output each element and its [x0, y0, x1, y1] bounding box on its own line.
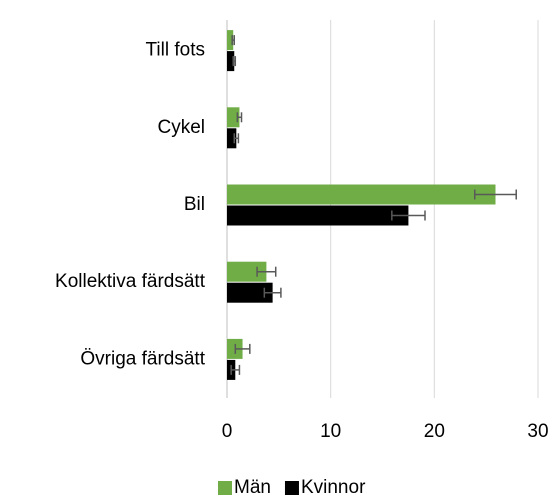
x-tick-label: 20: [424, 421, 445, 442]
error-bar: [263, 287, 282, 298]
x-tick-label: 10: [320, 421, 341, 442]
error-bar: [233, 133, 240, 144]
error-bar: [391, 210, 426, 221]
legend-swatch: [284, 481, 299, 495]
bar: [227, 30, 234, 51]
y-tick-label: Till fots: [146, 40, 205, 61]
y-tick-label: Kollektiva färdsätt: [55, 271, 206, 292]
error-bar: [236, 112, 243, 123]
error-bar: [231, 35, 236, 46]
y-tick-label: Övriga färdsätt: [80, 348, 205, 369]
error-bar: [256, 266, 277, 277]
legend-label: Kvinnor: [301, 477, 366, 498]
error-bar: [474, 189, 517, 200]
x-tick-label: 30: [527, 421, 548, 442]
bar: [227, 282, 273, 303]
y-tick-label: Cykel: [157, 117, 205, 138]
bar: [227, 184, 496, 205]
bar: [227, 51, 235, 72]
legend-swatch: [218, 481, 232, 495]
bar: [227, 205, 409, 226]
error-bar: [230, 364, 241, 375]
error-bar: [234, 343, 251, 354]
y-tick-label: Bil: [184, 194, 205, 215]
error-bar: [232, 56, 237, 67]
x-tick-label: 0: [222, 421, 233, 442]
legend-label: Män: [234, 477, 271, 498]
bar: [227, 107, 240, 128]
bar: [227, 128, 237, 149]
